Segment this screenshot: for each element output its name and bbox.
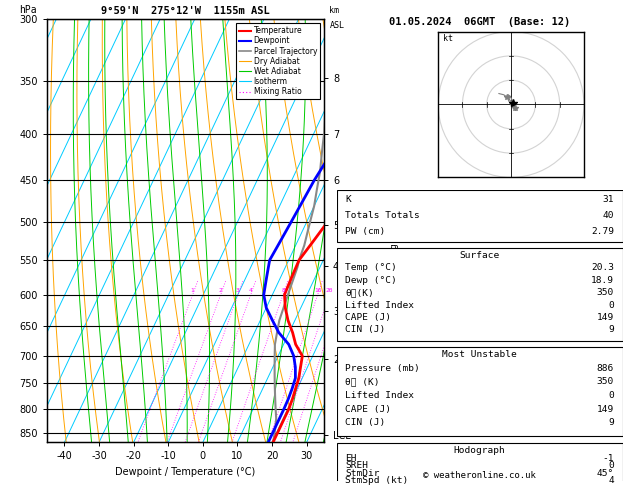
Text: 149: 149 xyxy=(597,313,614,322)
Text: CIN (J): CIN (J) xyxy=(345,326,386,334)
Text: 25: 25 xyxy=(337,288,345,293)
Text: 4: 4 xyxy=(249,288,253,293)
Legend: Temperature, Dewpoint, Parcel Trajectory, Dry Adiabat, Wet Adiabat, Isotherm, Mi: Temperature, Dewpoint, Parcel Trajectory… xyxy=(236,23,320,99)
Text: Surface: Surface xyxy=(460,251,499,260)
Text: 9: 9 xyxy=(608,326,614,334)
Text: 1: 1 xyxy=(191,288,194,293)
Text: 20.3: 20.3 xyxy=(591,263,614,272)
Text: 350: 350 xyxy=(597,377,614,386)
Text: 40: 40 xyxy=(603,211,614,220)
Text: 350: 350 xyxy=(597,288,614,297)
Text: Most Unstable: Most Unstable xyxy=(442,350,517,359)
Y-axis label: Mixing Ratio (g/kg): Mixing Ratio (g/kg) xyxy=(389,191,399,271)
Text: 0: 0 xyxy=(608,461,614,470)
Text: 0: 0 xyxy=(608,391,614,400)
Text: EH: EH xyxy=(345,454,357,463)
Text: StmSpd (kt): StmSpd (kt) xyxy=(345,476,408,486)
Text: 31: 31 xyxy=(603,195,614,205)
Text: 9: 9 xyxy=(608,418,614,427)
Title: 9°59'N  275°12'W  1155m ASL: 9°59'N 275°12'W 1155m ASL xyxy=(101,6,270,16)
Text: Lifted Index: Lifted Index xyxy=(345,391,414,400)
Bar xyxy=(337,190,623,242)
Text: CAPE (J): CAPE (J) xyxy=(345,405,391,414)
Text: K: K xyxy=(345,195,351,205)
Text: θᴇ(K): θᴇ(K) xyxy=(345,288,374,297)
Text: Temp (°C): Temp (°C) xyxy=(345,263,397,272)
Text: © weatheronline.co.uk: © weatheronline.co.uk xyxy=(423,471,536,480)
Text: 3: 3 xyxy=(236,288,240,293)
Text: Dewp (°C): Dewp (°C) xyxy=(345,276,397,285)
Bar xyxy=(337,347,623,436)
Text: 45°: 45° xyxy=(597,469,614,478)
Text: Lifted Index: Lifted Index xyxy=(345,300,414,310)
Text: 2: 2 xyxy=(219,288,223,293)
Text: 20: 20 xyxy=(326,288,333,293)
Text: 8: 8 xyxy=(281,288,285,293)
Text: kt: kt xyxy=(443,35,453,43)
Text: StmDir: StmDir xyxy=(345,469,379,478)
Text: 18.9: 18.9 xyxy=(591,276,614,285)
Text: 2.79: 2.79 xyxy=(591,227,614,236)
Text: PW (cm): PW (cm) xyxy=(345,227,386,236)
Text: 886: 886 xyxy=(597,364,614,373)
X-axis label: Dewpoint / Temperature (°C): Dewpoint / Temperature (°C) xyxy=(116,467,255,477)
Text: 4: 4 xyxy=(608,476,614,486)
Text: ASL: ASL xyxy=(330,21,345,30)
Text: 16: 16 xyxy=(314,288,321,293)
Text: θᴇ (K): θᴇ (K) xyxy=(345,377,379,386)
Text: km: km xyxy=(330,6,340,15)
Text: 149: 149 xyxy=(597,405,614,414)
Text: Hodograph: Hodograph xyxy=(454,446,506,455)
Text: -1: -1 xyxy=(603,454,614,463)
Text: 0: 0 xyxy=(608,300,614,310)
Text: SREH: SREH xyxy=(345,461,368,470)
Text: CIN (J): CIN (J) xyxy=(345,418,386,427)
Text: 01.05.2024  06GMT  (Base: 12): 01.05.2024 06GMT (Base: 12) xyxy=(389,17,571,27)
Bar xyxy=(337,443,623,486)
Text: CAPE (J): CAPE (J) xyxy=(345,313,391,322)
Text: Pressure (mb): Pressure (mb) xyxy=(345,364,420,373)
Bar xyxy=(337,248,623,341)
Text: hPa: hPa xyxy=(19,5,37,15)
Text: Totals Totals: Totals Totals xyxy=(345,211,420,220)
